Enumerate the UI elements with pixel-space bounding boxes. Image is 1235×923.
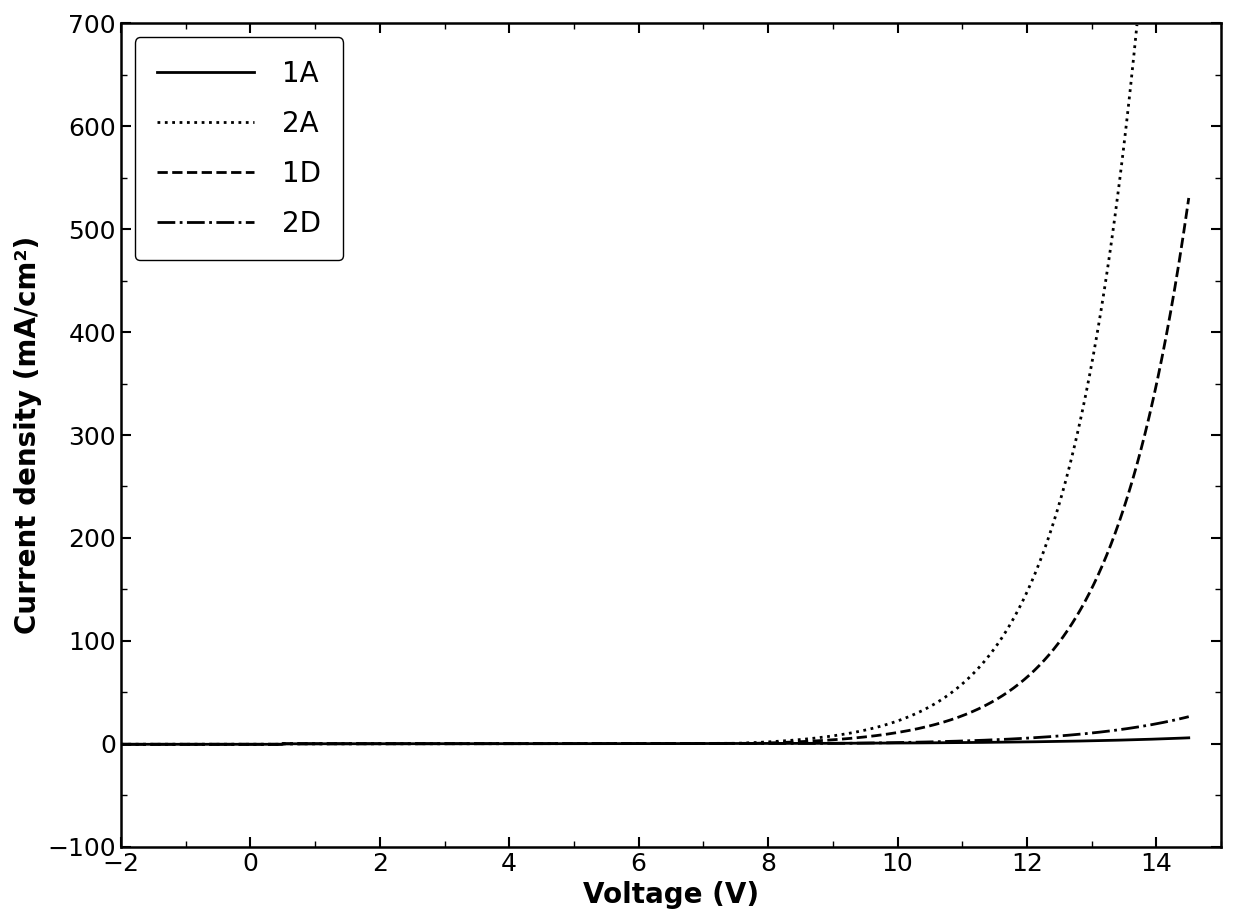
2D xyxy=(1150,718,1165,729)
Line: 2A: 2A xyxy=(121,25,1137,744)
Line: 2D: 2D xyxy=(121,716,1189,744)
1A xyxy=(1182,732,1197,743)
2D xyxy=(1182,711,1197,722)
1A xyxy=(955,737,969,749)
1D xyxy=(955,711,969,722)
1A xyxy=(1150,734,1165,745)
1A xyxy=(604,738,619,749)
2D xyxy=(168,738,183,749)
1D xyxy=(1182,192,1197,203)
2D xyxy=(632,738,647,749)
1D xyxy=(632,738,647,749)
1A xyxy=(168,738,183,749)
2D xyxy=(1150,718,1165,729)
2A xyxy=(304,738,319,749)
2D xyxy=(955,736,969,747)
Y-axis label: Current density (mA/cm²): Current density (mA/cm²) xyxy=(14,236,42,634)
Line: 1D: 1D xyxy=(121,198,1189,744)
1A xyxy=(114,738,128,749)
1A xyxy=(1150,734,1165,745)
2A xyxy=(435,738,450,749)
Legend: 1A, 2A, 1D, 2D: 1A, 2A, 1D, 2D xyxy=(135,37,343,260)
2A xyxy=(114,738,128,749)
2A xyxy=(1074,407,1089,418)
2A xyxy=(1130,19,1145,30)
Line: 1A: 1A xyxy=(121,737,1189,744)
X-axis label: Voltage (V): Voltage (V) xyxy=(583,881,760,909)
1D xyxy=(604,738,619,749)
2D xyxy=(114,738,128,749)
1D xyxy=(114,738,128,749)
2A xyxy=(914,705,929,716)
2A xyxy=(871,722,885,733)
1D xyxy=(168,738,183,749)
1D xyxy=(1150,375,1165,386)
2D xyxy=(604,738,619,749)
1D xyxy=(1150,373,1165,384)
1A xyxy=(632,738,647,749)
2A xyxy=(314,738,329,749)
